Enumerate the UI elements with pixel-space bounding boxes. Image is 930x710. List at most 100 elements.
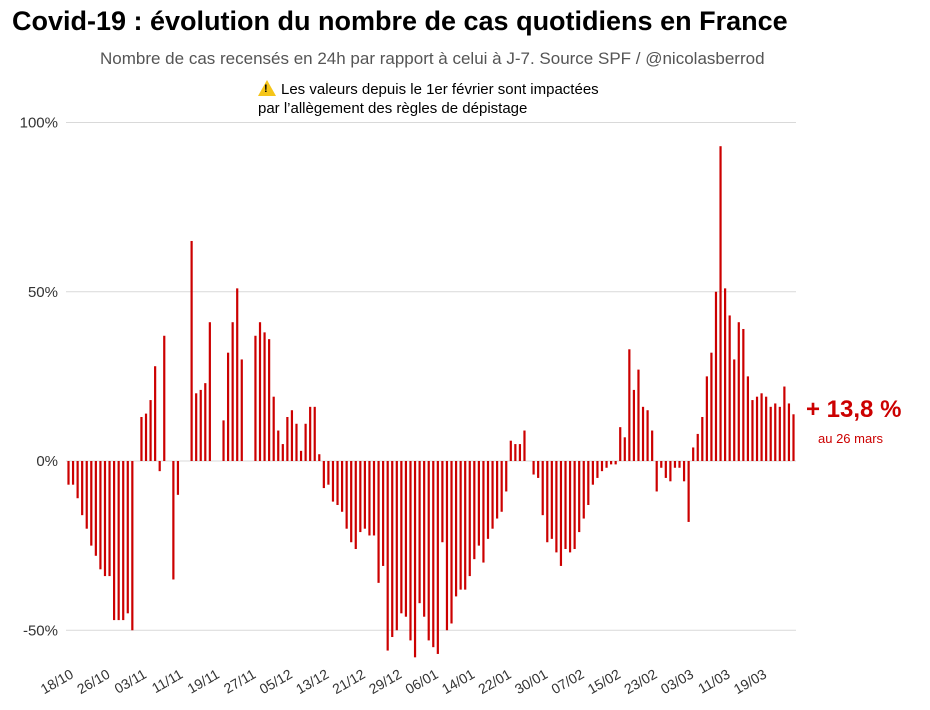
x-tick-label: 21/12	[329, 666, 368, 697]
warning-icon: !	[258, 80, 276, 96]
bar	[340, 461, 344, 512]
bar	[195, 393, 198, 461]
bar	[99, 461, 102, 570]
chart-subtitle: Nombre de cas recensés en 24h par rappor…	[100, 49, 765, 68]
bar	[514, 444, 517, 461]
bar	[582, 461, 585, 519]
bar	[404, 461, 408, 617]
bar	[505, 461, 508, 492]
bar	[454, 461, 458, 597]
bar	[350, 461, 353, 543]
bar	[692, 447, 695, 461]
bar	[418, 461, 421, 604]
bar	[263, 332, 266, 461]
bar	[660, 461, 663, 468]
bar	[646, 410, 649, 461]
bar	[614, 461, 617, 465]
x-tick-label: 30/01	[512, 666, 551, 697]
x-tick-label: 26/10	[74, 666, 113, 697]
bar	[760, 393, 763, 461]
y-tick-label: 50%	[28, 284, 58, 301]
bar	[496, 461, 499, 519]
bar	[231, 322, 234, 461]
bar	[742, 328, 745, 461]
bar	[701, 416, 704, 461]
bar	[678, 461, 681, 468]
y-tick-label: 0%	[36, 453, 58, 470]
bar	[596, 461, 599, 478]
bar	[122, 461, 125, 621]
x-tick-label: 19/11	[184, 666, 222, 697]
x-tick-label: 13/12	[293, 666, 332, 697]
bar	[714, 291, 718, 461]
bar	[555, 461, 558, 553]
bar	[751, 400, 754, 461]
bar	[254, 335, 257, 461]
bar	[345, 461, 348, 529]
bar	[85, 461, 88, 529]
bar	[103, 461, 107, 577]
bar	[318, 454, 321, 461]
bar	[112, 461, 116, 621]
bar	[163, 335, 166, 461]
bar	[573, 461, 576, 550]
bar	[710, 352, 713, 461]
bar	[363, 461, 366, 529]
bar	[486, 461, 490, 539]
bar	[468, 461, 471, 577]
x-tick-label: 15/02	[585, 666, 624, 697]
bar	[277, 430, 280, 461]
bar	[532, 461, 535, 475]
bar	[477, 461, 480, 546]
bar	[108, 461, 111, 577]
bar	[787, 403, 791, 461]
warning-line-1: Les valeurs depuis le 1er février sont i…	[281, 81, 599, 98]
bar	[746, 376, 750, 461]
bar	[268, 339, 271, 461]
bar	[673, 461, 677, 468]
bar	[299, 450, 303, 461]
bar	[158, 461, 161, 472]
bar	[222, 420, 225, 461]
bar	[131, 461, 134, 631]
bar	[90, 461, 93, 546]
bar	[117, 461, 120, 621]
bar	[372, 461, 376, 536]
bar	[272, 396, 275, 461]
x-tick-label: 06/01	[402, 666, 441, 697]
bar	[605, 461, 608, 468]
bar	[354, 461, 357, 550]
bar	[765, 396, 768, 461]
bar	[322, 461, 325, 489]
x-tick-label: 19/03	[731, 666, 770, 697]
bar	[76, 461, 79, 499]
x-tick-label: 27/11	[221, 666, 259, 697]
bar	[559, 461, 563, 566]
bar	[441, 461, 444, 543]
bar	[619, 427, 622, 461]
bar	[423, 461, 426, 617]
x-tick-label: 22/01	[475, 666, 514, 697]
bar	[651, 430, 654, 461]
bar	[632, 389, 636, 461]
x-tick-label: 23/02	[621, 666, 660, 697]
chart-title: Covid-19 : évolution du nombre de cas qu…	[12, 6, 788, 36]
bar	[591, 461, 594, 485]
bar	[395, 461, 398, 631]
bar	[313, 406, 316, 461]
bar	[473, 461, 476, 560]
bar	[724, 288, 727, 461]
bar	[258, 322, 262, 461]
bar	[140, 416, 143, 461]
bar	[304, 423, 307, 461]
bar	[240, 359, 243, 461]
bar	[682, 461, 686, 482]
x-tick-label: 14/01	[439, 666, 478, 697]
bar	[482, 461, 485, 563]
bar	[172, 461, 175, 580]
bar	[669, 461, 672, 482]
bar	[610, 461, 613, 465]
x-tick-label: 07/02	[548, 666, 587, 697]
bar	[655, 461, 658, 492]
bar	[550, 461, 553, 539]
